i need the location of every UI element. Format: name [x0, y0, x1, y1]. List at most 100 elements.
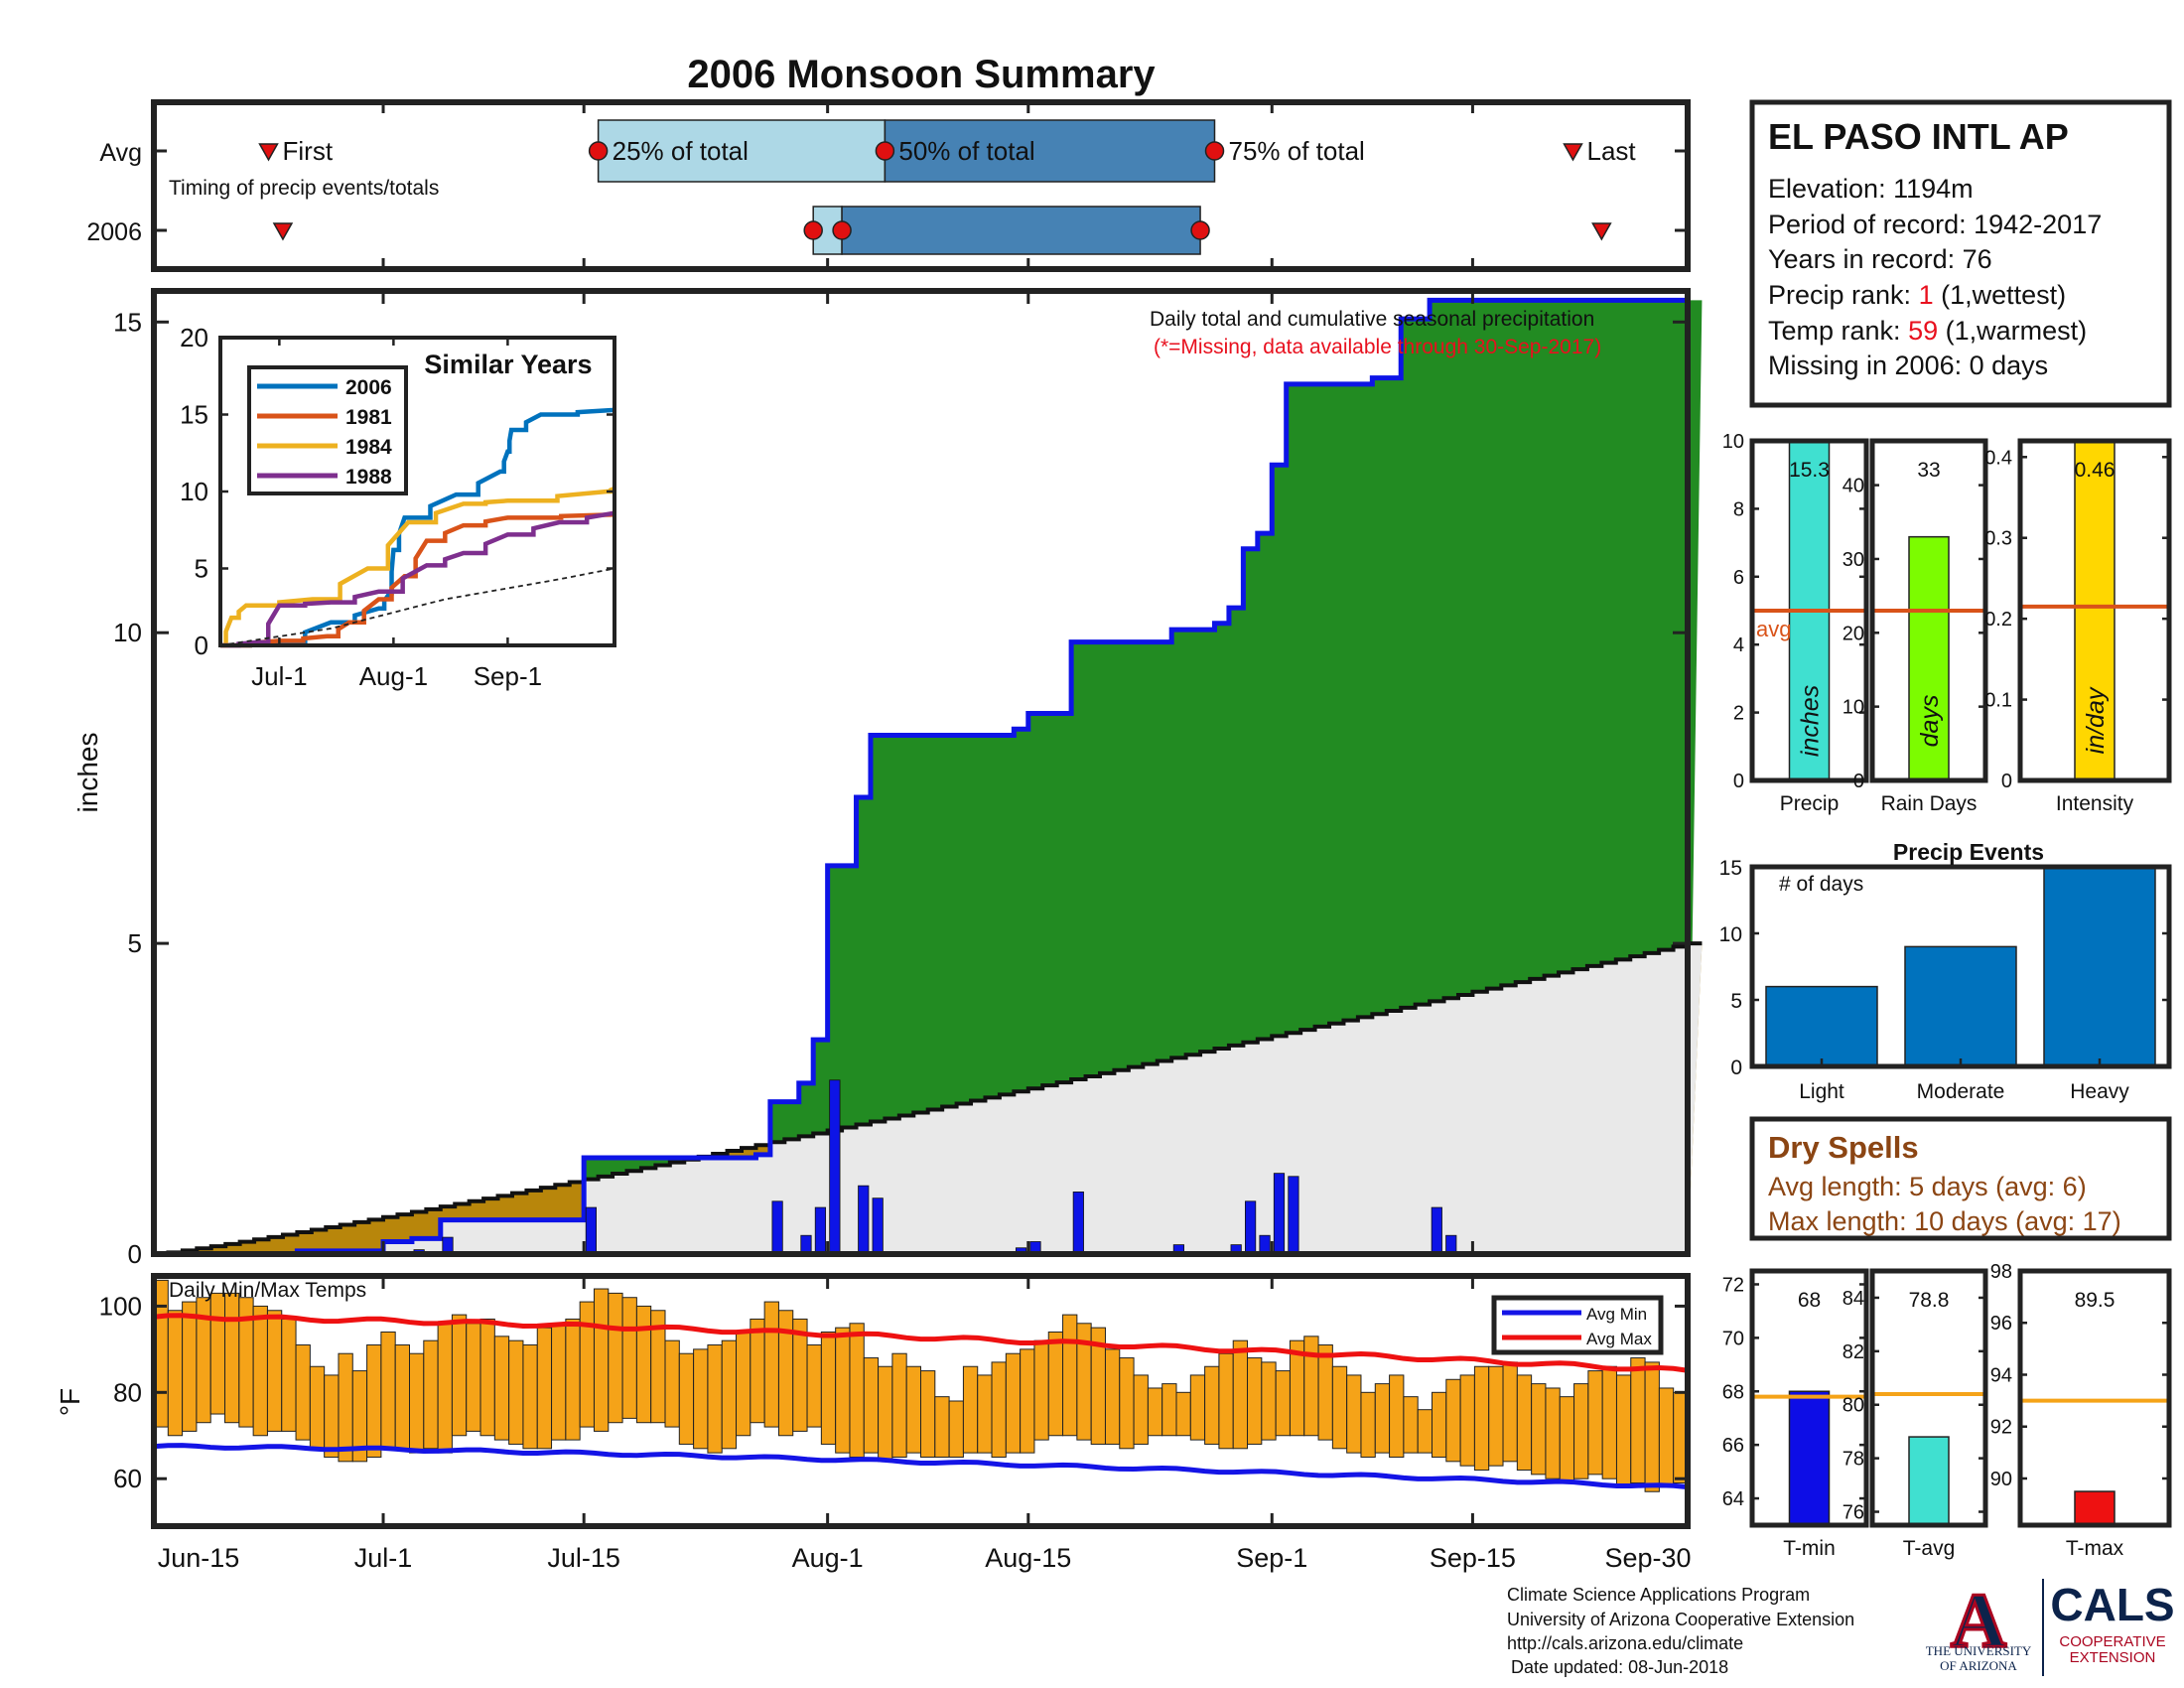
daily-temp-bar: [693, 1348, 709, 1450]
t_avg-y-tick-label: 84: [1843, 1288, 1864, 1310]
inset-x-tick-label: Sep-1: [474, 661, 542, 691]
daily-temp-bar: [167, 1310, 184, 1437]
daily-temp-bar: [878, 1365, 893, 1463]
timing-marker-p50-avg: [875, 141, 895, 161]
t_max-x-label: T-max: [2066, 1537, 2124, 1560]
rain_days-y-tick-label: 0: [1853, 771, 1864, 792]
t_max-y-tick-label: 90: [1990, 1469, 2012, 1490]
ua-wordmark-line1: THE UNIVERSITY: [1926, 1643, 2032, 1658]
daily-temp-bar: [182, 1301, 198, 1432]
timing-box-50-75-2006: [841, 206, 1201, 255]
t_max-frame: [2017, 1268, 2172, 1528]
dry-spells-box: Dry Spells Avg length: 5 days (avg: 6) M…: [1749, 1116, 2172, 1241]
events-category-label: Heavy: [2070, 1080, 2129, 1103]
t_min-y-tick-label: 68: [1722, 1381, 1744, 1403]
inset-y-tick-label: 20: [180, 323, 208, 352]
daily-temp-bar: [1047, 1331, 1064, 1437]
daily-temp-bar: [508, 1339, 524, 1445]
events-frame: [1749, 864, 2172, 1069]
intensity-x-label: Intensity: [2056, 792, 2134, 815]
daily-temp-bar: [366, 1344, 382, 1458]
daily-temp-bar: [1104, 1348, 1121, 1445]
daily-temp-bar: [750, 1318, 765, 1424]
daily-temp-bar: [1346, 1374, 1362, 1454]
events-y-tick-label: 10: [1719, 923, 1742, 946]
daily-temp-bar: [324, 1374, 340, 1458]
inset-y-tick-label: 5: [195, 554, 208, 584]
t_avg-x-label: T-avg: [1903, 1537, 1956, 1560]
daily-temp-bar: [820, 1331, 837, 1445]
timing-box-50-75-avg: [884, 119, 1216, 183]
timing-triangle-last-avg: [1563, 143, 1583, 162]
daily-temp-bar: [209, 1292, 226, 1415]
inset-frame: [218, 336, 616, 647]
timing-triangle-last-2006: [1591, 222, 1612, 241]
daily-temp-bar: [1615, 1374, 1632, 1488]
timing-box-25-50-avg: [597, 119, 887, 183]
daily-temp-bar: [891, 1352, 907, 1458]
daily-temp-bar: [252, 1305, 268, 1437]
figure-title: 2006 Monsoon Summary: [687, 53, 1156, 96]
precip_total-y-tick-label: 6: [1733, 567, 1744, 589]
daily-temp-bar: [934, 1396, 950, 1458]
events-y-tick-label: 5: [1730, 990, 1742, 1013]
daily-temp-bar: [1601, 1365, 1617, 1479]
intensity-value-label: 0.46: [2075, 459, 2116, 482]
main-y-tick-label: 5: [128, 928, 142, 958]
precip_total-y-tick-label: 8: [1733, 498, 1744, 520]
t_min-y-tick-label: 66: [1722, 1435, 1744, 1457]
t_min-y-tick-label: 70: [1722, 1328, 1744, 1349]
observed-cumulative-line: [154, 297, 1688, 1257]
t_max-value-label: 89.5: [2075, 1289, 2116, 1312]
precip-rank-value: 1: [1919, 280, 1934, 310]
daily-temp-bar: [1204, 1365, 1220, 1445]
daily-temp-bar: [1445, 1378, 1461, 1463]
timing-marker-p75-2006: [1190, 220, 1210, 240]
daily-temp-bar: [1488, 1365, 1504, 1467]
intensity-y-tick-label: 0.4: [1984, 447, 2012, 469]
station-elevation: Elevation: 1194m: [1768, 174, 1974, 204]
timing-label-25: 25% of total: [613, 136, 749, 166]
intensity-y-tick-label: 0.2: [1984, 609, 2012, 631]
main-y-tick-label: 15: [113, 307, 142, 337]
inset-y-tick-label: 15: [180, 400, 208, 430]
precip_total-y-tick-label: 4: [1733, 634, 1744, 656]
events-category-label: Light: [1799, 1080, 1844, 1103]
daily-temp-bar: [565, 1318, 581, 1441]
t_max-y-tick-label: 96: [1990, 1313, 2012, 1335]
inset-series-1988: [220, 510, 615, 648]
daily-precip-bar: [858, 1185, 870, 1255]
x-tick-label: Aug-1: [792, 1543, 864, 1573]
events-title: Precip Events: [1893, 839, 2044, 865]
daily-temp-bar: [1432, 1391, 1447, 1458]
inset-legend-label-1981: 1981: [345, 406, 392, 429]
timing-row-2006-label: 2006: [86, 218, 142, 246]
rain_days-unit-label: days: [1916, 695, 1944, 748]
daily-temp-bar: [1389, 1374, 1405, 1458]
inset-x-tick-label: Jul-1: [251, 661, 307, 691]
cals-coop-line1: COOPERATIVE: [2059, 1633, 2165, 1650]
daily-temp-bar: [1175, 1391, 1191, 1437]
daily-temp-bar: [1303, 1336, 1319, 1437]
t_avg-bar: [1908, 1436, 1950, 1526]
events-bar-light: [1765, 985, 1878, 1067]
main-y-tick-label: 10: [113, 618, 142, 647]
timing-marker-p75-avg: [1204, 141, 1225, 161]
daily-temp-bar: [806, 1344, 822, 1428]
precip-rank-suffix: (1,wettest): [1934, 280, 2067, 310]
daily-temp-bar: [1587, 1370, 1603, 1476]
events-y-tick-label: 0: [1730, 1056, 1742, 1079]
daily-temp-bar: [1473, 1365, 1490, 1472]
daily-temp-bar: [1644, 1361, 1660, 1492]
daily-temps-panel: 60 80 100 Daily Min/Max Temps °F Avg Min A…: [55, 1273, 1692, 1573]
events-bar-heavy: [2043, 866, 2156, 1067]
precip_total-unit-label: inches: [1797, 685, 1825, 757]
daily-temp-bar: [437, 1323, 453, 1454]
daily-temp-bar: [849, 1323, 865, 1458]
daily-precip-bar: [1273, 1173, 1286, 1255]
daily-temp-bar: [394, 1344, 411, 1450]
daily-temp-bar: [1232, 1339, 1249, 1450]
timing-label-last: Last: [1586, 136, 1636, 166]
temp-y-tick-label: 100: [99, 1291, 142, 1321]
